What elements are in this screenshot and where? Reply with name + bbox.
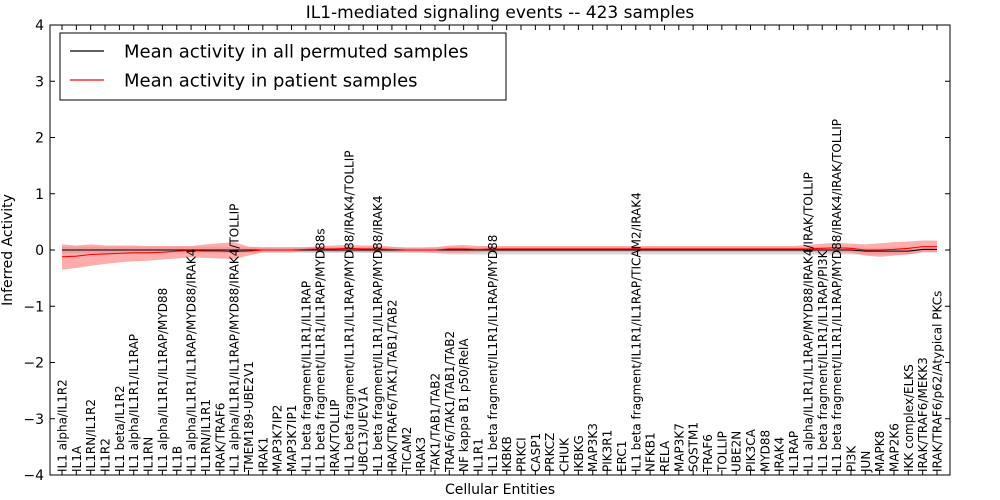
y-tick-label: −4 — [23, 468, 44, 484]
series-line-0 — [62, 248, 937, 252]
x-tick-label: IL1RN — [142, 437, 156, 472]
x-tick-label: MAP3K7 — [672, 423, 686, 472]
y-axis: −4 −3 −2 −1 0 1 2 3 4 — [23, 18, 950, 484]
x-tick-label: IL1 alpha/IL1R1/IL1RAP/MYD88/IRAK4/IRAK/… — [801, 172, 815, 472]
x-tick-label: MAP3K3 — [586, 423, 600, 472]
x-tick-label: PRKCI — [515, 437, 529, 472]
x-tick-label: RELA — [658, 440, 672, 472]
x-tick-label: IRAK4 — [773, 437, 787, 472]
y-tick-label: −1 — [23, 299, 44, 315]
x-tick-label: IRAK3 — [414, 437, 428, 472]
x-tick-label: ERC1 — [615, 441, 629, 472]
x-tick-label: IRAK/TOLLIP — [328, 400, 342, 472]
y-tick-label: 4 — [35, 18, 44, 34]
x-tick-label: UBC13/UEV1A — [357, 386, 371, 472]
x-tick-label: MAP3K7IP2 — [271, 405, 285, 472]
x-tick-label: IL1 beta fragment/IL1R1/IL1RAP/MYD88 — [486, 235, 500, 472]
x-tick-label: IL1 beta fragment/IL1R1/IL1RAP/TICAM2/IR… — [629, 192, 643, 472]
legend-label-permuted: Mean activity in all permuted samples — [124, 42, 468, 63]
x-tick-label: IL1R2 — [99, 438, 113, 472]
x-tick-label: MAPK8 — [873, 431, 887, 472]
x-tick-label: PRKCZ — [543, 433, 557, 472]
x-tick-label: IL1 beta/IL1R2 — [113, 385, 127, 472]
x-tick-label: IL1RN/IL1R1 — [199, 399, 213, 472]
x-tick-label: TRAF6/TAK1/TAB1/TAB2 — [443, 331, 457, 473]
y-tick-label: 2 — [35, 131, 44, 147]
y-axis-label: Inferred Activity — [0, 194, 16, 306]
x-tick-label: IL1 alpha/IL1R1/IL1RAP/MYD88 — [156, 288, 170, 472]
x-tick-label: JUN — [859, 451, 873, 473]
x-tick-label: IL1RN/IL1R2 — [84, 399, 98, 472]
x-tick-label: TICAM2 — [400, 427, 414, 473]
x-tick-label: CASP1 — [529, 433, 543, 472]
x-tick-label: IL1 alpha/IL1R1/IL1RAP/MYD88/IRAK4/TOLLI… — [228, 204, 242, 472]
chart-title: IL1-mediated signaling events -- 423 sam… — [306, 3, 695, 23]
x-tick-label: CHUK — [558, 437, 572, 472]
legend-box — [59, 32, 507, 101]
x-tick-label: IKBKB — [500, 436, 514, 472]
x-tick-label: IRAK1 — [256, 437, 270, 472]
x-tick-label: IL1A — [70, 445, 84, 472]
x-tick-label: IL1R1 — [471, 438, 485, 472]
x-tick-label: IL1 beta fragment/IL1R1/IL1RAP/PI3K — [816, 249, 830, 472]
x-tick-label: IRAK/TRAF6/MEKK3 — [916, 357, 930, 472]
x-tick-label: IL1 beta fragment/IL1R1/IL1RAP — [299, 281, 313, 472]
x-tick-label: TRAF6 — [701, 434, 715, 473]
series-band-1 — [62, 240, 937, 270]
x-tick-label: IL1RAP — [787, 431, 801, 472]
y-tick-label: 3 — [35, 74, 44, 90]
x-tick-label: IL1B — [170, 446, 184, 472]
x-tick-label: TMEM189-UBE2V1 — [242, 361, 256, 473]
x-tick-label: IRAK/TRAF6/TAK1/TAB1/TAB2 — [385, 299, 399, 472]
x-tick-label: TAK1/TAB1/TAB2 — [428, 373, 442, 473]
y-tick-label: −3 — [23, 412, 44, 428]
legend: Mean activity in all permuted samples Me… — [59, 32, 507, 101]
x-tick-label: SQSTM1 — [687, 422, 701, 472]
x-axis-label: Cellular Entities — [445, 482, 555, 498]
series-line-1 — [61, 246, 937, 258]
x-tick-label: PI3K — [844, 445, 858, 472]
y-tick-label: 1 — [35, 187, 44, 203]
x-tick-label: IL1 beta fragment/IL1R1/IL1RAP/MYD88s — [314, 228, 328, 472]
x-tick-label: IRAK/TRAF6 — [213, 403, 227, 472]
x-tick-label: IL1 alpha/IL1R1/IL1RAP — [127, 334, 141, 472]
x-tick-label: IL1 alpha/IL1R1/IL1RAP/MYD88/IRAK4 — [185, 249, 199, 472]
x-tick-label: IKK complex/ELKS — [902, 364, 916, 472]
x-tick-label: MAP2K6 — [887, 423, 901, 472]
y-tick-label: −2 — [23, 356, 44, 372]
x-tick-label: IKBKG — [572, 435, 586, 472]
x-tick-label: MAP3K7IP1 — [285, 405, 299, 472]
x-tick-label: IL1 beta fragment/IL1R1/IL1RAP/MYD88/IRA… — [342, 151, 356, 472]
x-tick-labels: IL1 alpha/IL1R2 IL1A IL1RN/IL1R2 IL1R2 IL1 b… — [56, 25, 945, 475]
x-tick-label: PIK3CA — [744, 428, 758, 472]
x-tick-label: IL1 beta fragment/IL1R1/IL1RAP/MYD88/IRA… — [371, 195, 385, 472]
x-tick-label: UBE2N — [730, 431, 744, 472]
plot-area — [61, 240, 938, 270]
y-tick-label: 0 — [35, 243, 44, 259]
x-tick-label: MYD88 — [758, 430, 772, 472]
x-tick-label: NF kappa B1 p50/RelA — [457, 338, 471, 472]
legend-label-patient: Mean activity in patient samples — [124, 71, 418, 92]
x-tick-label: IL1 beta fragment/IL1R1/IL1RAP/MYD88/IRA… — [830, 119, 844, 472]
x-tick-label: IRAK/TRAF6/p62/Atypical PKCs — [931, 291, 945, 472]
x-tick-label: PIK3R1 — [601, 430, 615, 472]
x-tick-label: NFKB1 — [644, 432, 658, 472]
x-tick-label: IL1 alpha/IL1R2 — [56, 379, 70, 472]
x-tick-label: TOLLIP — [715, 431, 729, 473]
